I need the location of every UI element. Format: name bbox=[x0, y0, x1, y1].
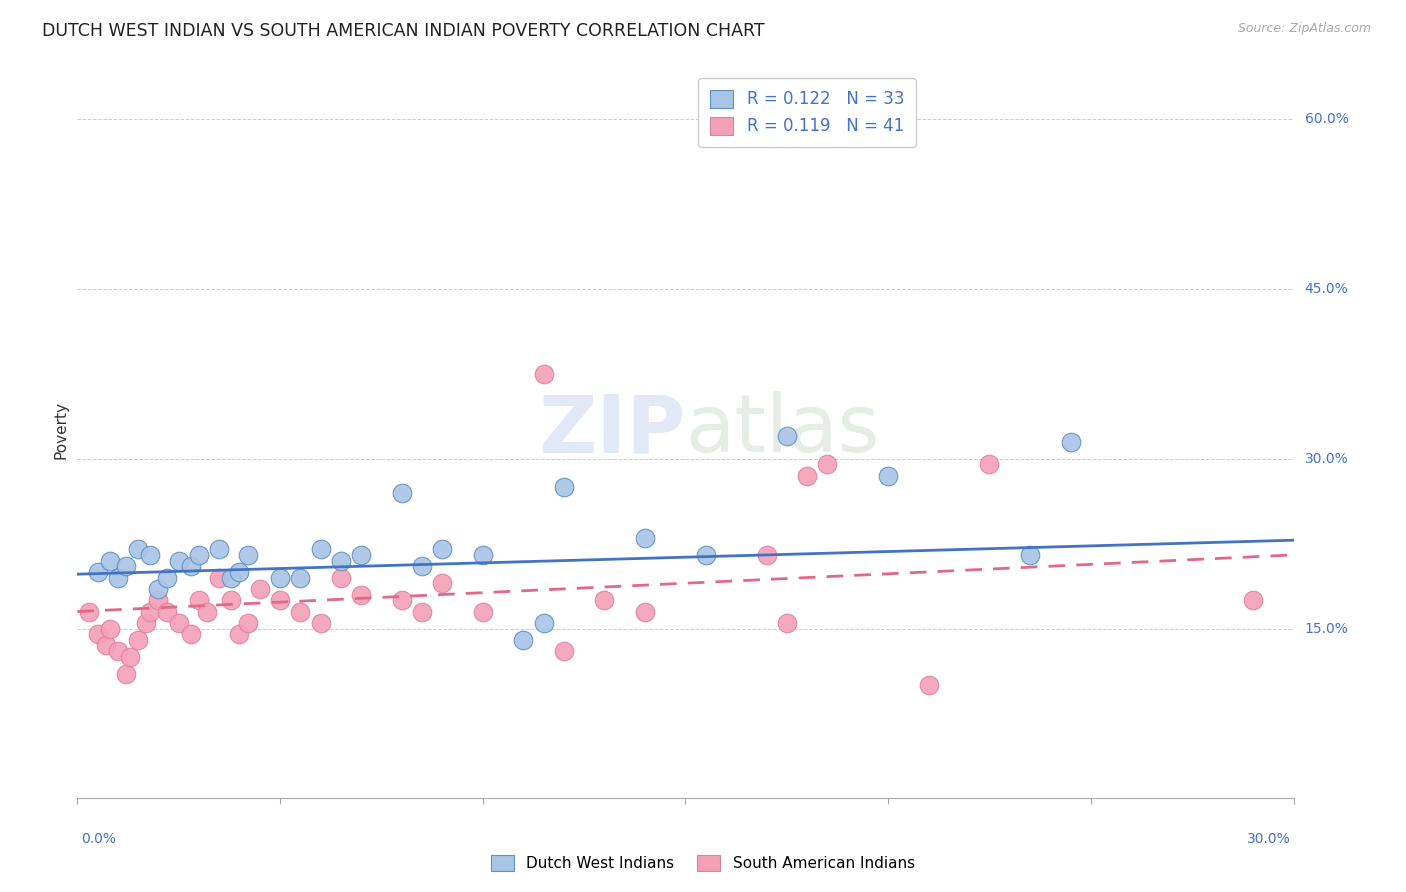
Point bbox=[1019, 548, 1042, 562]
Point bbox=[776, 615, 799, 630]
Text: 30.0%: 30.0% bbox=[1305, 451, 1348, 466]
Point bbox=[533, 367, 555, 381]
Point bbox=[115, 559, 138, 574]
Point bbox=[118, 649, 141, 664]
Text: 45.0%: 45.0% bbox=[1305, 282, 1348, 296]
Point bbox=[148, 582, 170, 596]
Point bbox=[512, 632, 534, 647]
Point bbox=[98, 622, 121, 636]
Point bbox=[979, 458, 1001, 472]
Point bbox=[148, 593, 170, 607]
Point bbox=[329, 571, 352, 585]
Point bbox=[391, 593, 413, 607]
Point bbox=[236, 615, 259, 630]
Point bbox=[155, 571, 177, 585]
Point bbox=[329, 553, 352, 567]
Point bbox=[471, 548, 494, 562]
Point bbox=[236, 548, 259, 562]
Point bbox=[228, 565, 250, 579]
Text: Source: ZipAtlas.com: Source: ZipAtlas.com bbox=[1237, 22, 1371, 36]
Point bbox=[309, 615, 332, 630]
Point bbox=[1241, 593, 1264, 607]
Point bbox=[309, 542, 332, 557]
Point bbox=[127, 542, 149, 557]
Point bbox=[188, 593, 211, 607]
Point bbox=[98, 553, 121, 567]
Point bbox=[755, 548, 778, 562]
Point bbox=[94, 639, 117, 653]
Point bbox=[208, 571, 231, 585]
Text: 15.0%: 15.0% bbox=[1305, 622, 1348, 635]
Point bbox=[155, 605, 177, 619]
Point bbox=[776, 429, 799, 443]
Point bbox=[86, 565, 108, 579]
Point bbox=[139, 605, 162, 619]
Point bbox=[815, 458, 838, 472]
Point bbox=[195, 605, 218, 619]
Text: atlas: atlas bbox=[686, 392, 880, 469]
Legend: Dutch West Indians, South American Indians: Dutch West Indians, South American India… bbox=[485, 849, 921, 877]
Point bbox=[634, 531, 657, 545]
Text: ZIP: ZIP bbox=[538, 392, 686, 469]
Point bbox=[139, 548, 162, 562]
Legend: R = 0.122   N = 33, R = 0.119   N = 41: R = 0.122 N = 33, R = 0.119 N = 41 bbox=[699, 78, 915, 147]
Point bbox=[411, 605, 433, 619]
Point bbox=[350, 588, 373, 602]
Point bbox=[167, 553, 190, 567]
Point bbox=[180, 627, 202, 641]
Point bbox=[290, 605, 312, 619]
Point bbox=[391, 485, 413, 500]
Point bbox=[107, 571, 129, 585]
Point bbox=[430, 576, 453, 591]
Point bbox=[107, 644, 129, 658]
Point bbox=[796, 468, 818, 483]
Point bbox=[1059, 434, 1081, 449]
Point bbox=[221, 593, 243, 607]
Point bbox=[221, 571, 243, 585]
Text: DUTCH WEST INDIAN VS SOUTH AMERICAN INDIAN POVERTY CORRELATION CHART: DUTCH WEST INDIAN VS SOUTH AMERICAN INDI… bbox=[42, 22, 765, 40]
Point bbox=[411, 559, 433, 574]
Point bbox=[471, 605, 494, 619]
Point bbox=[553, 644, 575, 658]
Point bbox=[135, 615, 157, 630]
Point bbox=[877, 468, 900, 483]
Point bbox=[208, 542, 231, 557]
Point bbox=[290, 571, 312, 585]
Point bbox=[127, 632, 149, 647]
Point bbox=[695, 548, 717, 562]
Text: 30.0%: 30.0% bbox=[1247, 832, 1291, 846]
Point bbox=[553, 480, 575, 494]
Point bbox=[918, 678, 941, 692]
Point bbox=[167, 615, 190, 630]
Y-axis label: Poverty: Poverty bbox=[53, 401, 69, 459]
Point bbox=[228, 627, 250, 641]
Point bbox=[79, 605, 101, 619]
Point bbox=[634, 605, 657, 619]
Point bbox=[249, 582, 271, 596]
Point bbox=[533, 615, 555, 630]
Point bbox=[430, 542, 453, 557]
Point bbox=[115, 666, 138, 681]
Text: 0.0%: 0.0% bbox=[82, 832, 117, 846]
Point bbox=[188, 548, 211, 562]
Text: 60.0%: 60.0% bbox=[1305, 112, 1348, 126]
Point bbox=[180, 559, 202, 574]
Point bbox=[269, 593, 291, 607]
Point bbox=[86, 627, 108, 641]
Point bbox=[350, 548, 373, 562]
Point bbox=[593, 593, 616, 607]
Point bbox=[269, 571, 291, 585]
